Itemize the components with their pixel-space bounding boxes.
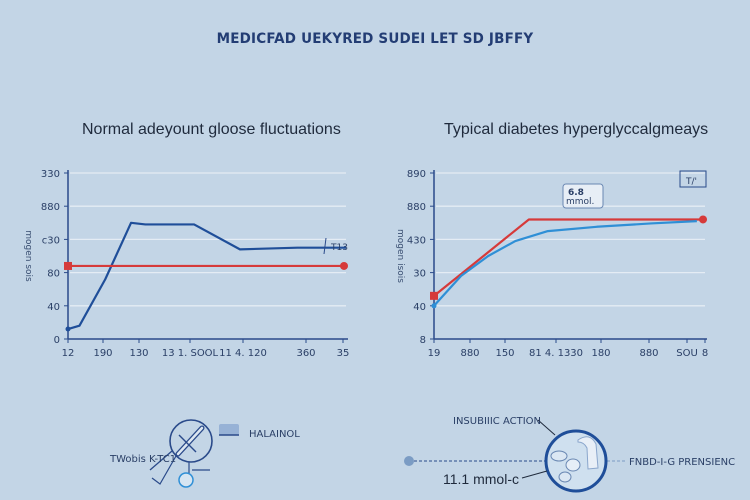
annotation-bracket <box>323 237 327 255</box>
y-tick-label: 430 <box>407 235 426 246</box>
threshold-start-marker <box>64 261 72 270</box>
endpoint-dot <box>404 456 414 466</box>
x-tick-label: 880 <box>639 348 658 359</box>
syringe-circle-icon <box>169 419 213 463</box>
right-chart: 8 40 30 430 880 890 19 880 150 81 4. 1330 180 880 SO… <box>395 169 708 359</box>
annotation-label: T13 <box>330 243 348 253</box>
left-chart-title: Normal adeyount gloose fluctuations <box>82 121 341 138</box>
y-axis-label: mogen isois <box>395 229 405 283</box>
diagram-label: INSUBIIIC ACTION <box>453 416 541 427</box>
x-tick-label: 81 4. 1330 <box>529 348 583 359</box>
y-tick-label: 8 <box>420 335 426 346</box>
x-tick-label: 360 <box>296 348 315 359</box>
diagram-value: 11.1 mmol-c <box>443 471 519 487</box>
series-line-threshold <box>433 218 705 297</box>
arrow-icon <box>521 470 548 479</box>
y-tick-label: 880 <box>41 202 60 213</box>
value-callout-text: 6.8 <box>568 188 584 198</box>
value-callout-unit: mmol. <box>566 197 594 207</box>
x-tick-label: 12 <box>62 348 75 359</box>
annotation-box <box>679 170 707 188</box>
series-start-marker <box>431 303 437 309</box>
threshold-end-marker <box>340 261 348 270</box>
legend-swatch <box>219 424 239 435</box>
x-tick-label: 35 <box>337 348 350 359</box>
threshold-start-marker <box>430 291 438 300</box>
x-tick-label: SOU <box>676 348 698 359</box>
x-tick-label: 8 <box>702 348 708 359</box>
annotation-label: T/' <box>685 177 697 187</box>
diagram-label: TWobis K-TC1 <box>109 454 176 465</box>
connector-line <box>151 455 177 485</box>
arrow-icon <box>149 450 173 471</box>
left-chart: 0 40 80 c30 880 330 12 190 130 13 1. SOOL 11 4. 12… <box>23 169 349 359</box>
y-tick-label: c30 <box>42 235 60 246</box>
left-diagram: HALAINOL TWobis K-TC1 <box>109 419 300 488</box>
y-tick-label: 40 <box>47 302 60 313</box>
diagram-label: FNBD-I-G PRENSIENC <box>629 457 735 468</box>
insulin-cell-icon <box>550 436 599 483</box>
y-tick-label: 0 <box>54 335 60 346</box>
x-tick-label: 13 1. SOOL <box>162 348 219 359</box>
x-tick-label: 19 <box>428 348 441 359</box>
x-tick-label: 190 <box>93 348 112 359</box>
page-title: MEDICFAD UEKYRED SUDEI LET SD JBFFY <box>216 31 534 47</box>
right-chart-title: Typical diabetes hyperglyccalgmeays <box>444 121 709 138</box>
right-diagram: INSUBIIIC ACTION 11.1 mmol-c FNBD-I-G PR… <box>404 416 735 493</box>
series-line-glucose <box>433 220 697 307</box>
x-tick-label: 11 4. 120 <box>219 348 267 359</box>
diagram-label: HALAINOL <box>249 429 300 440</box>
x-tick-label: 150 <box>495 348 514 359</box>
y-tick-label: 30 <box>413 269 426 280</box>
y-tick-label: 880 <box>407 202 426 213</box>
x-tick-label: 130 <box>129 348 148 359</box>
y-axis-label: mogen sois <box>23 230 33 282</box>
x-tick-label: 880 <box>460 348 479 359</box>
series-start-marker <box>65 326 71 332</box>
y-tick-label: 890 <box>407 169 426 180</box>
threshold-end-marker <box>699 215 707 224</box>
y-tick-label: 330 <box>41 169 60 180</box>
y-tick-label: 80 <box>47 269 60 280</box>
drop-icon <box>178 472 194 488</box>
value-callout-box <box>562 183 604 209</box>
y-tick-label: 40 <box>413 302 426 313</box>
x-tick-label: 180 <box>591 348 610 359</box>
series-line-glucose <box>67 221 346 331</box>
arrow-icon <box>537 419 556 436</box>
syringe-icon <box>175 425 205 457</box>
